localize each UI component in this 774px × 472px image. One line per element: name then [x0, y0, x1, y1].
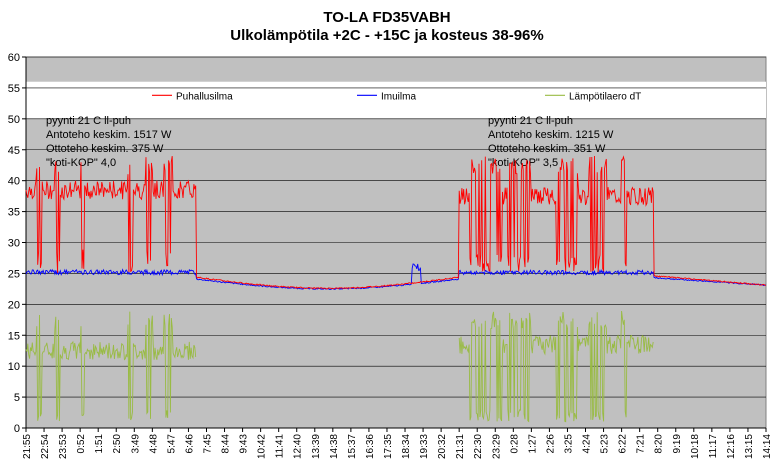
series-line-lampotilaero	[25, 311, 197, 422]
x-tick-label: 3:25	[563, 434, 574, 454]
x-tick-label: 7:45	[202, 434, 213, 454]
x-tick-label: 0:52	[76, 434, 87, 454]
x-tick-label: 10:18	[690, 434, 701, 459]
x-tick-label: 8:20	[654, 434, 665, 454]
x-tick-label: 9:43	[239, 434, 250, 454]
x-tick-label: 11:17	[708, 434, 719, 459]
x-tick-label: 4:24	[582, 434, 593, 454]
y-tick-label: 60	[8, 52, 20, 64]
y-tick-label: 40	[8, 176, 20, 188]
legend-label: Puhallusilma	[176, 91, 233, 102]
y-tick-label: 30	[8, 238, 20, 250]
annotation-line: Ottoteho keskim. 375 W	[46, 143, 164, 155]
x-tick-label: 7:21	[636, 434, 647, 454]
y-tick-label: 5	[14, 392, 20, 404]
y-tick-label: 55	[8, 83, 20, 95]
y-tick-label: 45	[8, 145, 20, 157]
x-tick-label: 23:53	[58, 434, 69, 459]
x-tick-label: 5:23	[600, 434, 611, 454]
x-tick-label: 13:39	[311, 434, 322, 459]
x-tick-label: 12:40	[293, 434, 304, 459]
x-tick-label: 23:29	[491, 434, 502, 459]
x-tick-label: 10:42	[257, 434, 268, 459]
legend-label: Lämpötilaero dT	[569, 91, 641, 102]
annotation-line: pyynti 21 C ll-puh	[46, 115, 131, 127]
x-tick-label: 21:31	[455, 434, 466, 459]
x-tick-label: 13:15	[744, 434, 755, 459]
x-tick-label: 22:30	[473, 434, 484, 459]
x-tick-label: 5:47	[166, 434, 177, 454]
annotation-line: Ottoteho keskim. 351 W	[488, 143, 606, 155]
y-tick-label: 10	[8, 361, 20, 373]
x-tick-label: 8:44	[221, 434, 232, 454]
series-line-imuilma	[25, 263, 767, 291]
x-tick-label: 20:32	[437, 434, 448, 459]
y-tick-label: 25	[8, 268, 20, 280]
x-tick-label: 18:34	[401, 434, 412, 459]
x-tick-label: 12:16	[726, 434, 737, 459]
x-tick-label: 6:22	[618, 434, 629, 454]
x-tick-label: 4:48	[148, 434, 159, 454]
x-tick-label: 2:50	[112, 434, 123, 454]
x-tick-label: 1:51	[94, 434, 105, 454]
x-tick-label: 6:46	[184, 434, 195, 454]
x-tick-label: 0:28	[509, 434, 520, 454]
x-tick-label: 11:41	[275, 434, 286, 459]
y-tick-label: 0	[14, 423, 20, 435]
x-tick-label: 1:27	[527, 434, 538, 454]
annotation-line: Antoteho keskim. 1215 W	[488, 129, 614, 141]
legend-label: Imuilma	[381, 91, 416, 102]
x-tick-label: 14:14	[762, 434, 773, 459]
series-line-lampotilaero	[458, 310, 654, 423]
annotation-line: "koti-KOP" 3,5	[488, 157, 558, 169]
x-tick-label: 9:19	[672, 434, 683, 454]
x-tick-label: 2:26	[545, 434, 556, 454]
x-tick-label: 14:38	[329, 434, 340, 459]
annotation-line: Antoteho keskim. 1517 W	[46, 129, 172, 141]
x-tick-label: 19:33	[419, 434, 430, 459]
series-line-puhallusilma	[25, 155, 767, 290]
y-tick-label: 35	[8, 207, 20, 219]
x-tick-label: 16:36	[365, 434, 376, 459]
x-tick-label: 15:37	[347, 434, 358, 459]
annotation-line: pyynti 21 C ll-puh	[488, 115, 573, 127]
y-tick-label: 50	[8, 114, 20, 126]
x-tick-label: 3:49	[130, 434, 141, 454]
y-tick-label: 20	[8, 299, 20, 311]
chart-subtitle: Ulkolämpötila +2C - +15C ja kosteus 38-9…	[230, 27, 544, 44]
x-tick-label: 17:35	[383, 434, 394, 459]
x-tick-label: 21:55	[22, 434, 33, 459]
chart-title: TO-LA FD35VABH	[323, 9, 451, 26]
x-tick-label: 22:54	[40, 434, 51, 459]
y-tick-label: 15	[8, 330, 20, 342]
